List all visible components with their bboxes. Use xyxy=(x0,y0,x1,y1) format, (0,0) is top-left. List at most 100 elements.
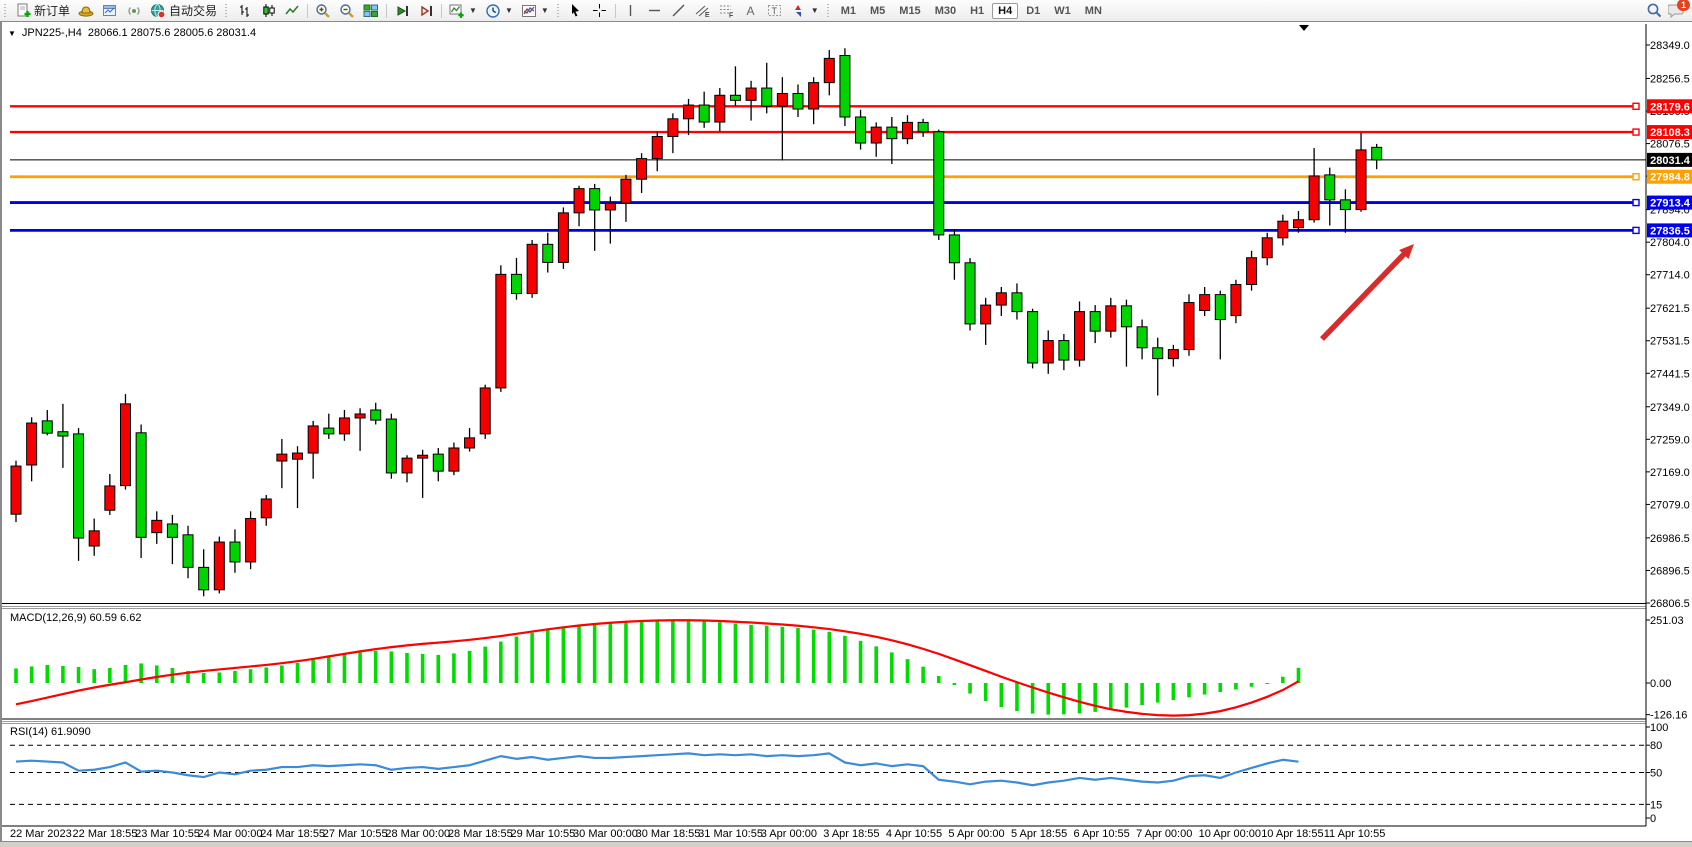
macd-scale-label[interactable]: 251.03 xyxy=(1650,615,1684,627)
bar-chart-button[interactable] xyxy=(232,1,256,20)
time-axis-label[interactable]: 3 Apr 00:00 xyxy=(761,828,817,840)
auto-scroll-button[interactable] xyxy=(390,1,414,20)
chevron-down-icon[interactable]: ▼ xyxy=(810,6,819,15)
chart-window[interactable]: ▼ JPN225-,H4 28066.1 28075.6 28005.6 280… xyxy=(0,21,1692,841)
time-axis-label[interactable]: 4 Apr 10:55 xyxy=(886,828,942,840)
auto-trading-button[interactable]: 自动交易 xyxy=(146,1,221,20)
profiles-button[interactable] xyxy=(74,1,98,20)
indicators-button[interactable]: ▼ xyxy=(445,1,481,20)
price-axis-label[interactable]: 28349.0 xyxy=(1650,40,1690,52)
fibonacci-tool-button[interactable]: F xyxy=(715,1,739,20)
periods-button[interactable]: ▼ xyxy=(481,1,517,20)
title-collapse-icon[interactable]: ▼ xyxy=(8,28,16,38)
chart-shift-marker[interactable] xyxy=(1299,25,1309,31)
time-axis-label[interactable]: 11 Apr 10:55 xyxy=(1324,828,1386,840)
toolbar-drag-handle[interactable] xyxy=(825,3,831,18)
time-axis-label[interactable]: 3 Apr 18:55 xyxy=(823,828,879,840)
trend-arrow-annotation[interactable] xyxy=(1320,248,1410,341)
chart-shift-button[interactable] xyxy=(414,1,438,20)
time-axis-label[interactable]: 29 Mar 10:55 xyxy=(510,828,575,840)
timeframe-w1[interactable]: W1 xyxy=(1054,4,1071,17)
price-axis-label[interactable]: 27079.0 xyxy=(1650,499,1690,511)
zoom-out-button[interactable] xyxy=(335,1,359,20)
equidistant-channel-tool-button[interactable]: E xyxy=(691,1,715,20)
search-icon[interactable] xyxy=(1646,3,1662,19)
signals-button[interactable] xyxy=(122,1,146,20)
trendline-tool-button[interactable] xyxy=(667,1,691,20)
chart-area[interactable]: 28349.028256.528166.528076.527986.527894… xyxy=(2,22,1692,842)
templates-button[interactable]: ▼ xyxy=(517,1,553,20)
time-axis-label[interactable]: 27 Mar 10:55 xyxy=(323,828,388,840)
time-axis-label[interactable]: 24 Mar 00:00 xyxy=(198,828,263,840)
time-axis-label[interactable]: 30 Mar 18:55 xyxy=(636,828,701,840)
market-watch-button[interactable] xyxy=(98,1,122,20)
time-axis-label[interactable]: 28 Mar 18:55 xyxy=(448,828,513,840)
rsi-scale-label[interactable]: 50 xyxy=(1650,768,1662,780)
time-axis-label[interactable]: 30 Mar 00:00 xyxy=(573,828,638,840)
time-axis-label[interactable]: 22 Mar 2023 xyxy=(10,828,72,840)
price-axis-label[interactable]: 27714.0 xyxy=(1650,270,1690,282)
text-label-tool-button[interactable]: T xyxy=(763,1,787,20)
price-axis-label[interactable]: 27531.5 xyxy=(1650,336,1690,348)
vertical-line-tool-button[interactable] xyxy=(619,1,643,20)
crosshair-tool-button[interactable] xyxy=(588,1,612,20)
chat-icon[interactable]: 1 xyxy=(1668,0,1690,19)
price-axis-label[interactable]: 27441.5 xyxy=(1650,368,1690,380)
timeframe-d1[interactable]: D1 xyxy=(1026,4,1041,17)
line-anchor-marker[interactable] xyxy=(1632,102,1640,110)
time-axis-label[interactable]: 10 Apr 00:00 xyxy=(1199,828,1261,840)
time-axis-label[interactable]: 24 Mar 18:55 xyxy=(260,828,325,840)
price-axis-label[interactable]: 26896.5 xyxy=(1650,565,1690,577)
price-axis-label[interactable]: 27169.0 xyxy=(1650,467,1690,479)
time-axis-label[interactable]: 5 Apr 18:55 xyxy=(1011,828,1067,840)
time-axis-label[interactable]: 31 Mar 10:55 xyxy=(698,828,763,840)
timeframe-m1[interactable]: M1 xyxy=(840,4,856,17)
line-anchor-marker[interactable] xyxy=(1632,128,1640,136)
timeframe-mn[interactable]: MN xyxy=(1084,4,1102,17)
price-axis-label[interactable]: 26806.5 xyxy=(1650,598,1690,610)
price-axis-label[interactable]: 27804.0 xyxy=(1650,237,1690,249)
price-axis-label[interactable]: 28076.5 xyxy=(1650,139,1690,151)
rsi-scale-label[interactable]: 15 xyxy=(1650,799,1662,811)
chevron-down-icon[interactable]: ▼ xyxy=(469,6,477,15)
timeframe-m15[interactable]: M15 xyxy=(899,4,921,17)
time-axis-label[interactable]: 6 Apr 10:55 xyxy=(1074,828,1130,840)
text-tool-button[interactable]: A xyxy=(739,1,763,20)
line-anchor-marker[interactable] xyxy=(1632,226,1640,235)
chevron-down-icon[interactable]: ▼ xyxy=(540,6,549,15)
time-axis-label[interactable]: 28 Mar 00:00 xyxy=(385,828,450,840)
time-axis-label[interactable]: 5 Apr 00:00 xyxy=(948,828,1004,840)
price-axis-label[interactable]: 27349.0 xyxy=(1650,402,1690,414)
time-axis-label[interactable]: 7 Apr 00:00 xyxy=(1136,828,1192,840)
chevron-down-icon[interactable]: ▼ xyxy=(504,6,513,15)
price-axis-label[interactable]: 27621.5 xyxy=(1650,303,1690,315)
timeframe-m5[interactable]: M5 xyxy=(870,4,886,17)
timeframe-m30[interactable]: M30 xyxy=(934,4,957,17)
cursor-tool-button[interactable] xyxy=(564,1,588,20)
rsi-scale-label[interactable]: 80 xyxy=(1650,740,1662,752)
time-axis-label[interactable]: 23 Mar 10:55 xyxy=(135,828,200,840)
price-axis-label[interactable]: 26986.5 xyxy=(1650,533,1690,545)
macd-scale-label[interactable]: 0.00 xyxy=(1650,678,1671,690)
macd-scale-label[interactable]: -126.16 xyxy=(1650,710,1687,722)
time-axis-label[interactable]: 10 Apr 18:55 xyxy=(1261,828,1323,840)
price-axis-label[interactable]: 27259.0 xyxy=(1650,434,1690,446)
line-anchor-marker[interactable] xyxy=(1632,173,1640,181)
time-axis-label[interactable]: 22 Mar 18:55 xyxy=(73,828,138,840)
timeframe-h1[interactable]: H1 xyxy=(970,4,985,17)
zoom-in-button[interactable] xyxy=(311,1,335,20)
rsi-scale-label[interactable]: 100 xyxy=(1650,722,1668,734)
toolbar-drag-handle[interactable] xyxy=(555,3,561,18)
new-order-button[interactable]: 新订单 xyxy=(11,1,74,20)
tile-windows-button[interactable] xyxy=(359,1,383,20)
arrows-tool-button[interactable]: ▼ xyxy=(787,1,823,20)
timeframe-h4[interactable]: H4 xyxy=(992,2,1019,19)
candlestick-chart-button[interactable] xyxy=(256,1,280,20)
line-anchor-marker[interactable] xyxy=(1632,198,1640,207)
line-chart-button[interactable] xyxy=(280,1,304,20)
horizontal-line-tool-button[interactable] xyxy=(643,1,667,20)
toolbar-drag-handle[interactable] xyxy=(224,3,230,18)
rsi-scale-label[interactable]: 0 xyxy=(1650,813,1656,825)
toolbar-drag-handle[interactable] xyxy=(3,3,8,18)
price-axis-label[interactable]: 28256.5 xyxy=(1650,73,1690,85)
